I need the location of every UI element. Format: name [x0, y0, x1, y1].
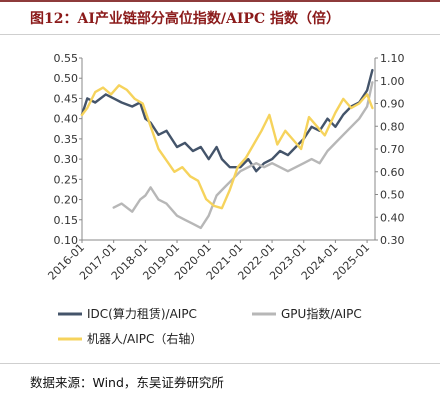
y-right-tick-label: 0.60: [380, 166, 405, 179]
y-left-tick-label: 0.40: [54, 113, 79, 126]
legend-label-3: 机器人/AIPC（右轴）: [87, 331, 202, 346]
y-right-tick-label: 0.70: [380, 143, 405, 156]
y-left-tick-label: 0.35: [54, 133, 79, 146]
y-right-tick-label: 0.50: [380, 189, 405, 202]
y-left-tick-label: 0.50: [54, 72, 79, 85]
legend-label-1: IDC(算力租赁)/AIPC: [87, 306, 197, 321]
y-left-tick-label: 0.20: [54, 194, 79, 207]
y-left-tick-label: 0.55: [54, 52, 79, 65]
y-right-tick-label: 1.10: [380, 52, 405, 65]
line-chart: 0.10 0.15 0.20 0.25 0.30 0.35 0.40 0.45 0.50 0.55…: [45, 52, 404, 346]
chart-legend: IDC(算力租赁)/AIPC GPU指数/AIPC 机器人/AIPC（右轴）: [58, 306, 362, 346]
y-right-tick-label: 0.40: [380, 211, 405, 224]
title-separator: [0, 34, 440, 35]
chart-axes: 0.10 0.15 0.20 0.25 0.30 0.35 0.40 0.45 0.50 0.55…: [45, 52, 404, 283]
y-right-tick-label: 0.30: [380, 234, 405, 247]
y-left-tick-label: 0.10: [54, 234, 79, 247]
figure-title: 图12：AI产业链部分高位指数/AIPC 指数（倍）: [30, 11, 340, 27]
y-right-tick-label: 0.90: [380, 98, 405, 111]
y-left-tick-label: 0.15: [54, 214, 79, 227]
source-note: 数据来源：Wind，东吴证券研究所: [30, 375, 224, 390]
y-left-tick-label: 0.30: [54, 153, 79, 166]
source-separator: [0, 363, 440, 364]
series-line-2: [112, 81, 374, 230]
legend-label-2: GPU指数/AIPC: [281, 306, 362, 321]
series-line-1: [80, 68, 374, 173]
y-left-tick-label: 0.45: [54, 92, 79, 105]
top-rule: [0, 0, 440, 2]
series-line-3: [80, 84, 374, 210]
chart-lines: [80, 68, 374, 230]
y-right-tick-label: 1.00: [380, 75, 405, 88]
y-right-tick-label: 0.80: [380, 120, 405, 133]
y-left-tick-label: 0.25: [54, 173, 79, 186]
